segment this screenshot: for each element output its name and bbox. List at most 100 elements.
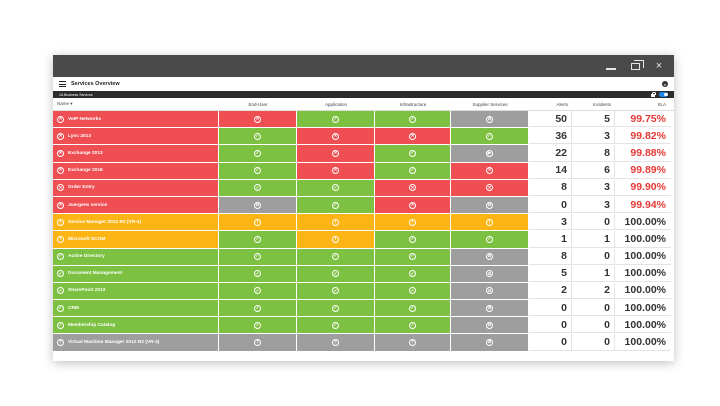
application-status-cell[interactable]: ✓ bbox=[297, 317, 375, 334]
end-user-status-cell[interactable]: ✓ bbox=[219, 317, 297, 334]
service-name-cell[interactable]: ✕ VoIP Networks bbox=[53, 111, 219, 128]
infrastructure-status-cell[interactable]: ✕ bbox=[375, 179, 451, 196]
lock-icon[interactable] bbox=[651, 91, 657, 97]
application-status-cell[interactable]: ✓ bbox=[297, 265, 375, 282]
supplier-status-cell[interactable]: ! bbox=[451, 214, 529, 231]
supplier-status-cell[interactable]: ⊘ bbox=[451, 300, 529, 317]
infrastructure-status-cell[interactable]: ✓ bbox=[375, 162, 451, 179]
service-name-cell[interactable]: ✓ SharePoint 2013 bbox=[53, 282, 219, 300]
table-row[interactable]: ! Microsoft SCOM ✓! ✓ ✓ 1 1 100.00% bbox=[53, 231, 674, 249]
table-row[interactable]: ✕ Juergens service ⊘ ✓ ✕ ⊘ 0 3 99.94% bbox=[53, 196, 674, 215]
infrastructure-status-cell[interactable]: ✓ bbox=[375, 248, 451, 265]
service-name-cell[interactable]: ✓ CRM bbox=[53, 300, 219, 317]
col-name-header[interactable]: Name ▾ bbox=[57, 101, 73, 106]
supplier-status-cell[interactable]: ⊘ bbox=[451, 248, 529, 265]
application-status-cell[interactable]: ✓ bbox=[297, 300, 375, 317]
view-toggle[interactable] bbox=[659, 92, 668, 97]
hamburger-menu-icon[interactable] bbox=[59, 81, 66, 87]
supplier-status-cell[interactable]: ✓ bbox=[451, 128, 529, 145]
col-end-user-header[interactable]: End-User bbox=[248, 101, 268, 107]
end-user-status-cell[interactable]: ! bbox=[219, 214, 297, 231]
application-status-cell[interactable]: ✕ bbox=[297, 145, 375, 162]
infrastructure-status-cell[interactable]: ✓ bbox=[375, 282, 451, 300]
service-name-cell[interactable]: ✓ Document Management bbox=[53, 265, 219, 282]
application-status-cell[interactable]: ✓ bbox=[297, 179, 375, 196]
service-name-cell[interactable]: ✕ Juergens service bbox=[53, 196, 219, 214]
supplier-status-cell[interactable]: ⊘ bbox=[451, 265, 529, 282]
table-row[interactable]: ✕ Order Entry ✓ ✓ ✕ ✕ 8 3 99.90% bbox=[53, 179, 674, 197]
infrastructure-status-cell[interactable]: ✓ bbox=[375, 300, 451, 317]
table-row[interactable]: ✓ SharePoint 2013 ✓ ✓ ✓ ⊘ 2 2 100.00% bbox=[53, 282, 674, 301]
infrastructure-status-cell[interactable]: ✓ bbox=[375, 231, 451, 248]
close-panel-icon[interactable]: × bbox=[662, 81, 668, 87]
supplier-status-cell[interactable]: ⊘ bbox=[451, 317, 529, 334]
application-status-cell[interactable]: ! bbox=[297, 231, 375, 248]
supplier-status-cell[interactable]: ⊘ bbox=[451, 111, 529, 128]
application-status-cell[interactable]: ✓ bbox=[297, 196, 375, 214]
end-user-status-cell[interactable]: ? bbox=[219, 334, 297, 351]
close-icon[interactable]: × bbox=[655, 60, 663, 72]
table-row[interactable]: ✓ Document Management ✓ ✓ ✓ ⊘ 5 1 100.00% bbox=[53, 265, 674, 283]
end-user-status-cell[interactable]: ✓ bbox=[219, 145, 297, 162]
application-status-cell[interactable]: ! bbox=[297, 214, 375, 231]
minimize-icon[interactable] bbox=[602, 57, 620, 75]
application-status-cell[interactable]: ? bbox=[297, 334, 375, 351]
service-name: Document Management bbox=[68, 271, 123, 277]
end-user-status-cell[interactable]: ✓ bbox=[219, 265, 297, 282]
application-status-cell[interactable]: ✓ bbox=[297, 282, 375, 300]
col-sla-header[interactable]: SLA bbox=[657, 101, 666, 107]
application-status-cell[interactable]: ✕ bbox=[297, 128, 375, 145]
table-row[interactable]: ? Virtual Machine Manager 2012 R2 (VR-4)?… bbox=[53, 334, 674, 352]
table-row[interactable]: ✕ Exchange 2016 ✓ ✕ ✓ ✕ 14 6 99.89% bbox=[53, 162, 674, 180]
service-name-cell[interactable]: ✕ Exchange 2013 bbox=[53, 145, 219, 162]
infrastructure-status-cell[interactable]: ✓ bbox=[375, 111, 451, 128]
restore-icon[interactable] bbox=[626, 57, 644, 75]
infrastructure-status-cell[interactable]: ! bbox=[375, 214, 451, 231]
service-name-cell[interactable]: ✕ Lync 2013 bbox=[53, 128, 219, 145]
infrastructure-status-cell[interactable]: ✕ bbox=[375, 128, 451, 145]
table-row[interactable]: ✕ VoIP Networks ✕ ✓ ✓ ⊘ 50 5 99.75% bbox=[53, 111, 674, 129]
col-infrastructure-header[interactable]: Infrastructure bbox=[399, 101, 427, 107]
application-status-cell[interactable]: ✓ bbox=[297, 111, 375, 128]
service-name-cell[interactable]: ! Microsoft SCOM bbox=[53, 231, 219, 248]
supplier-status-cell[interactable]: ✕ bbox=[451, 179, 529, 196]
supplier-status-cell[interactable]: ⊘ bbox=[451, 196, 529, 214]
application-status-cell[interactable]: ✓ bbox=[297, 248, 375, 265]
application-status-cell[interactable]: ✕ bbox=[297, 162, 375, 179]
supplier-status-cell[interactable]: ⊘ bbox=[451, 282, 529, 300]
col-supplier-header[interactable]: Supplier Services bbox=[472, 101, 508, 107]
table-row[interactable]: ✓ Membership Catalog ✓ ✓ ✓ ⊘ 0 0 100.00% bbox=[53, 317, 674, 335]
end-user-status-cell[interactable]: ✓ bbox=[219, 128, 297, 145]
service-name-cell[interactable]: ✓ Active Directory bbox=[53, 248, 219, 265]
infrastructure-status-cell[interactable]: ? bbox=[375, 334, 451, 351]
supplier-status-cell[interactable]: ⊘ bbox=[451, 334, 529, 351]
table-row[interactable]: ✓ CRM ✓ ✓ ✓ ⊘ 0 0 100.00% bbox=[53, 300, 674, 318]
col-application-header[interactable]: Application bbox=[324, 101, 347, 107]
end-user-status-cell[interactable]: ✕ bbox=[219, 111, 297, 128]
supplier-status-cell[interactable]: ✓ bbox=[451, 231, 529, 248]
end-user-status-cell[interactable]: ✓ bbox=[219, 162, 297, 179]
service-name-cell[interactable]: ✓ Membership Catalog bbox=[53, 317, 219, 334]
end-user-status-cell[interactable]: ✓ bbox=[219, 282, 297, 300]
end-user-status-cell[interactable]: ✓ bbox=[219, 231, 297, 248]
service-name-cell[interactable]: ! Service Manager 2012 R2 (VR-4) bbox=[53, 214, 219, 231]
infrastructure-status-cell[interactable]: ✓ bbox=[375, 265, 451, 282]
end-user-status-cell[interactable]: ⊘ bbox=[219, 196, 297, 214]
end-user-status-cell[interactable]: ✓ bbox=[219, 300, 297, 317]
table-row[interactable]: ! Service Manager 2012 R2 (VR-4)!!!! 3 0 100… bbox=[53, 214, 674, 232]
col-incidents-header[interactable]: Incidents bbox=[592, 101, 611, 107]
supplier-status-cell[interactable]: ✕ bbox=[451, 162, 529, 179]
table-row[interactable]: ✕ Exchange 2013 ✓ ✕ ✓ ▶ 22 8 99.88% bbox=[53, 145, 674, 163]
service-name-cell[interactable]: ✕ Exchange 2016 bbox=[53, 162, 219, 179]
service-name-cell[interactable]: ? Virtual Machine Manager 2012 R2 (VR-4) bbox=[53, 334, 219, 351]
table-row[interactable]: ✕ Lync 2013 ✓ ✕ ✕ ✓ 36 3 99.82% bbox=[53, 128, 674, 146]
infrastructure-status-cell[interactable]: ✓ bbox=[375, 317, 451, 334]
infrastructure-status-cell[interactable]: ✕ bbox=[375, 196, 451, 214]
supplier-status-cell[interactable]: ▶ bbox=[451, 145, 529, 162]
table-row[interactable]: ✓ Active Directory ✓ ✓ ✓ ⊘ 8 0 100.00% bbox=[53, 248, 674, 266]
end-user-status-cell[interactable]: ✓ bbox=[219, 179, 297, 196]
infrastructure-status-cell[interactable]: ✓ bbox=[375, 145, 451, 162]
end-user-status-cell[interactable]: ✓ bbox=[219, 248, 297, 265]
col-alerts-header[interactable]: Alerts bbox=[556, 101, 568, 107]
service-name-cell[interactable]: ✕ Order Entry bbox=[53, 179, 219, 196]
